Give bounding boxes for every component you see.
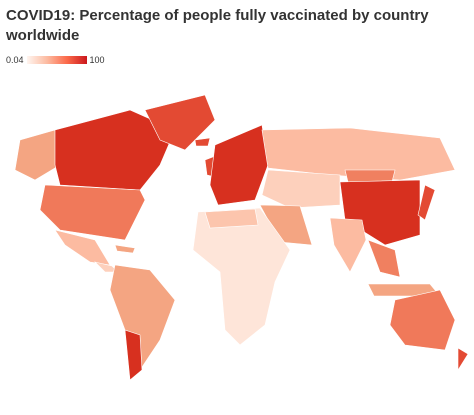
legend: 0.04 100 <box>6 52 105 68</box>
south-america <box>109 264 176 381</box>
southeast-asia <box>367 239 401 278</box>
india <box>329 217 367 273</box>
map-title: COVID19: Percentage of people fully vacc… <box>6 7 429 44</box>
australia <box>389 289 456 351</box>
russia <box>261 127 456 181</box>
mongolia <box>344 169 396 183</box>
japan <box>417 184 436 221</box>
iceland <box>194 137 211 147</box>
caribbean <box>114 244 136 254</box>
legend-max: 100 <box>89 55 105 65</box>
north-africa <box>204 208 259 229</box>
central-asia <box>261 169 341 209</box>
world-map <box>14 94 469 381</box>
chile-argentina <box>124 329 143 381</box>
legend-min: 0.04 <box>6 55 24 65</box>
legend-gradient <box>26 56 87 64</box>
usa <box>39 184 146 241</box>
alaska <box>14 129 61 181</box>
europe <box>209 124 269 206</box>
greenland <box>144 94 216 151</box>
africa <box>192 207 291 346</box>
new-zealand <box>457 347 469 372</box>
canada <box>54 109 176 191</box>
